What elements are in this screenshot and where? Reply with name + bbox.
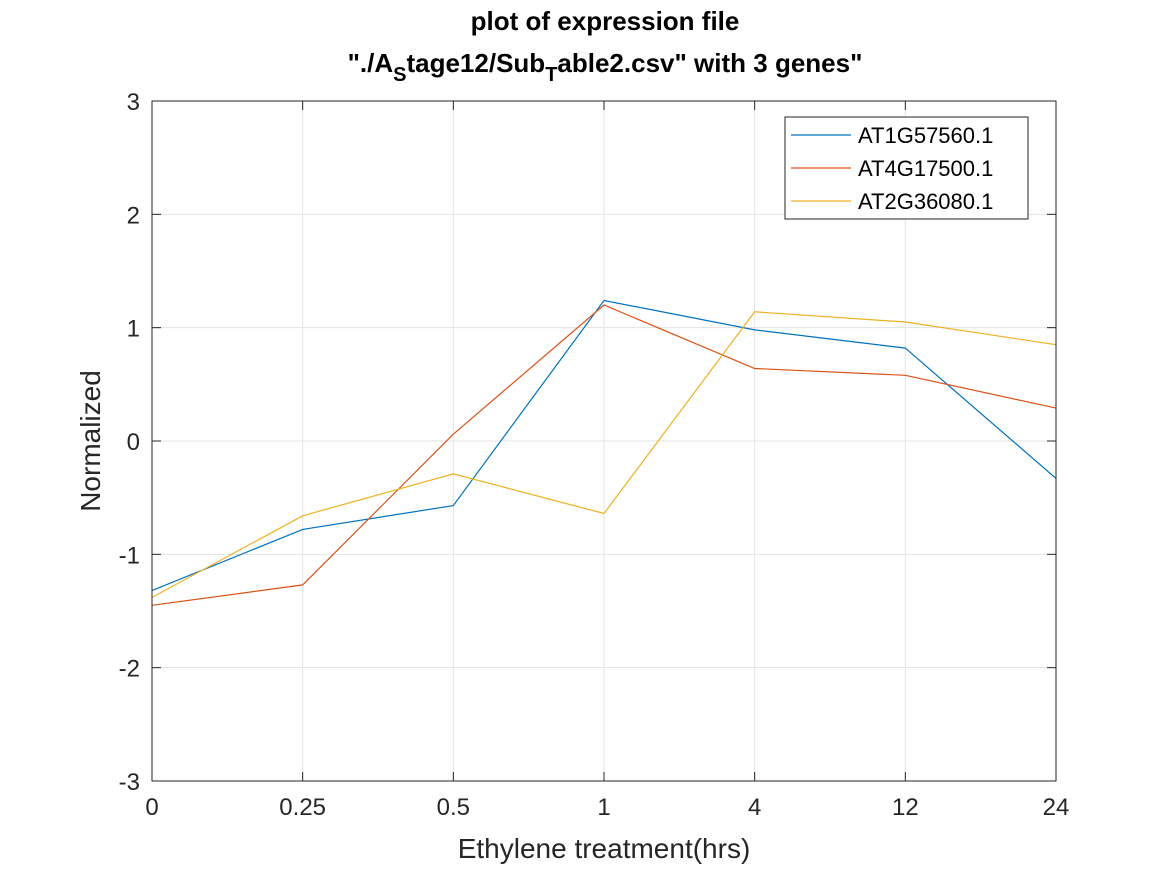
y-tick-label: 2 [127, 202, 140, 229]
title-part: "./A [348, 48, 394, 78]
y-tick-label: -2 [119, 656, 140, 683]
series-line-AT4G17500.1 [151, 304, 1057, 606]
legend-label: AT1G57560.1 [858, 123, 993, 148]
series-line-AT2G36080.1 [151, 311, 1057, 598]
chart-title-line-2: "./AStage12/SubTable2.csv" with 3 genes" [348, 48, 863, 86]
chart-title-line-1: plot of expression file [471, 6, 740, 36]
y-tick-label: 1 [127, 316, 140, 343]
series-lines [151, 299, 1057, 606]
x-tick-label: 24 [1043, 794, 1070, 821]
title-part: T [545, 64, 557, 86]
y-tick-label: 0 [127, 429, 140, 456]
title-part: tage12/Sub [406, 48, 545, 78]
x-tick-label: 0.5 [437, 794, 470, 821]
x-tick-label: 0.25 [279, 794, 326, 821]
series-line-AT1G57560.1 [151, 299, 1057, 592]
y-tick-label: -3 [119, 769, 140, 796]
y-tick-label: -1 [119, 542, 140, 569]
title-part: able2.csv" with 3 genes" [557, 48, 862, 78]
y-tick-label: 3 [127, 89, 140, 116]
x-tick-label: 1 [597, 794, 610, 821]
title-part: S [393, 64, 406, 86]
x-axis-label: Ethylene treatment(hrs) [458, 833, 751, 864]
title-part: plot of expression file [471, 6, 740, 36]
y-axis-label: Normalized [75, 370, 106, 512]
legend: AT1G57560.1 AT4G17500.1 AT2G36080.1 [784, 116, 1029, 220]
legend-label: AT4G17500.1 [858, 156, 993, 181]
legend-label: AT2G36080.1 [858, 189, 993, 214]
x-tick-label: 12 [892, 794, 919, 821]
x-tick-label: 4 [748, 794, 761, 821]
x-tick-label: 0 [145, 794, 158, 821]
